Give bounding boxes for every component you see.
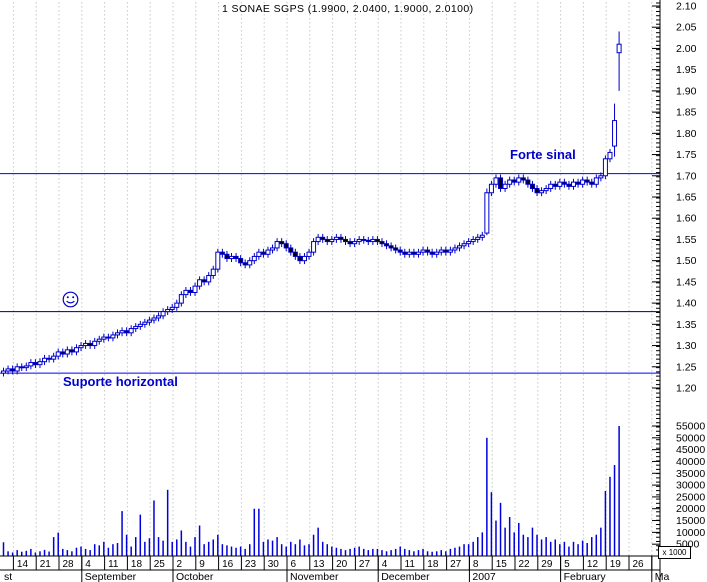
svg-text:4: 4: [85, 559, 91, 570]
chart-title: 1 SONAE SGPS (1.9900, 2.0400, 1.9000, 2.…: [222, 3, 474, 15]
svg-text:November: November: [290, 571, 339, 582]
svg-text:2.10: 2.10: [676, 1, 697, 13]
svg-text:st: st: [4, 571, 12, 582]
svg-text:1.35: 1.35: [676, 319, 697, 331]
svg-text:10000: 10000: [676, 527, 705, 539]
svg-text:1.60: 1.60: [676, 213, 697, 225]
svg-text:19: 19: [610, 559, 622, 570]
svg-text:50000: 50000: [676, 432, 705, 444]
svg-text:1.40: 1.40: [676, 298, 697, 310]
svg-text:15000: 15000: [676, 515, 705, 527]
svg-text:2007: 2007: [472, 571, 496, 582]
svg-text:5: 5: [564, 559, 570, 570]
svg-text:1.70: 1.70: [676, 170, 697, 182]
right-axis: [656, 0, 661, 582]
smiley-icon: [62, 291, 79, 308]
svg-text:35000: 35000: [676, 468, 705, 480]
svg-text:1.20: 1.20: [676, 382, 697, 394]
volume-bars: [2, 426, 620, 556]
svg-text:13: 13: [313, 559, 325, 570]
weekly-gridlines: [12, 2, 653, 556]
svg-text:11: 11: [108, 559, 119, 570]
svg-text:1.65: 1.65: [676, 191, 697, 203]
svg-text:1.80: 1.80: [676, 128, 697, 140]
svg-text:9: 9: [199, 559, 205, 570]
svg-text:55000: 55000: [676, 421, 705, 433]
svg-text:12: 12: [587, 559, 599, 570]
svg-text:18: 18: [427, 559, 439, 570]
svg-text:25: 25: [154, 559, 166, 570]
svg-text:45000: 45000: [676, 444, 705, 456]
svg-text:27: 27: [359, 559, 371, 570]
svg-text:30000: 30000: [676, 480, 705, 492]
svg-text:September: September: [85, 571, 137, 582]
svg-text:22: 22: [519, 559, 531, 570]
svg-text:8: 8: [473, 559, 479, 570]
svg-text:October: October: [176, 571, 214, 582]
svg-text:40000: 40000: [676, 456, 705, 468]
volume-unit-box: x 1000: [658, 546, 691, 559]
svg-text:20: 20: [336, 559, 348, 570]
price-axis-labels: 2.10 2.05 2.00 1.95 1.90 1.85 1.80 1.75 1.70 1.65…: [652, 1, 697, 394]
svg-text:1.75: 1.75: [676, 149, 697, 161]
svg-text:14: 14: [17, 559, 29, 570]
volume-axis-labels: 5500050000450004000035000300002500020000…: [652, 421, 705, 551]
svg-text:16: 16: [222, 559, 234, 570]
svg-text:December: December: [381, 571, 430, 582]
svg-text:1.45: 1.45: [676, 276, 697, 288]
svg-text:4: 4: [382, 559, 388, 570]
svg-text:1.95: 1.95: [676, 64, 697, 76]
svg-text:25000: 25000: [676, 491, 705, 503]
svg-text:1.90: 1.90: [676, 85, 697, 97]
svg-text:1.85: 1.85: [676, 107, 697, 119]
svg-text:1.55: 1.55: [676, 234, 697, 246]
svg-text:30: 30: [268, 559, 280, 570]
svg-text:28: 28: [63, 559, 75, 570]
svg-text:February: February: [564, 571, 607, 582]
annotation-forte-sinal: Forte sinal: [510, 147, 576, 162]
svg-text:26: 26: [633, 559, 645, 570]
smiley-face-icon: [62, 291, 79, 308]
horizontal-lines: [0, 173, 660, 374]
svg-text:2.05: 2.05: [676, 22, 697, 34]
svg-text:21: 21: [40, 559, 52, 570]
svg-text:15: 15: [496, 559, 508, 570]
annotation-suporte-horizontal: Suporte horizontal: [63, 374, 178, 389]
svg-text:20000: 20000: [676, 503, 705, 515]
svg-text:2.00: 2.00: [676, 43, 697, 55]
svg-text:27: 27: [450, 559, 462, 570]
svg-text:6: 6: [291, 559, 297, 570]
svg-text:18: 18: [131, 559, 143, 570]
svg-text:29: 29: [541, 559, 553, 570]
svg-text:11: 11: [405, 559, 416, 570]
svg-text:1.50: 1.50: [676, 255, 697, 267]
svg-text:2: 2: [177, 559, 183, 570]
svg-text:1.30: 1.30: [676, 340, 697, 352]
candles: [1, 31, 622, 377]
svg-text:23: 23: [245, 559, 257, 570]
svg-text:1.25: 1.25: [676, 361, 697, 373]
month-axis: st September October November December 2007 Fe…: [4, 556, 670, 582]
svg-text:Ma: Ma: [655, 571, 670, 582]
